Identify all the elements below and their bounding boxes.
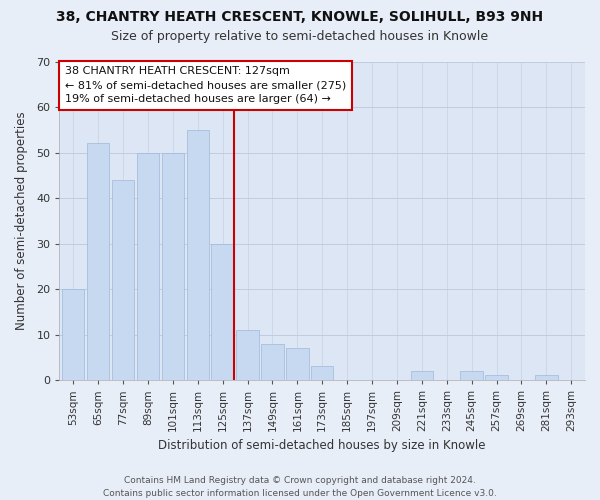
Bar <box>410 371 433 380</box>
Bar <box>62 289 85 380</box>
Bar <box>286 348 308 380</box>
Bar <box>485 376 508 380</box>
Text: Contains HM Land Registry data © Crown copyright and database right 2024.
Contai: Contains HM Land Registry data © Crown c… <box>103 476 497 498</box>
Bar <box>211 244 234 380</box>
Bar <box>535 376 557 380</box>
Text: Size of property relative to semi-detached houses in Knowle: Size of property relative to semi-detach… <box>112 30 488 43</box>
Text: 38, CHANTRY HEATH CRESCENT, KNOWLE, SOLIHULL, B93 9NH: 38, CHANTRY HEATH CRESCENT, KNOWLE, SOLI… <box>56 10 544 24</box>
Bar <box>460 371 483 380</box>
Y-axis label: Number of semi-detached properties: Number of semi-detached properties <box>15 112 28 330</box>
Bar <box>112 180 134 380</box>
Bar <box>311 366 334 380</box>
X-axis label: Distribution of semi-detached houses by size in Knowle: Distribution of semi-detached houses by … <box>158 440 486 452</box>
Bar <box>161 152 184 380</box>
Bar <box>87 144 109 380</box>
Bar <box>137 152 159 380</box>
Bar <box>236 330 259 380</box>
Bar <box>261 344 284 380</box>
Bar <box>187 130 209 380</box>
Text: 38 CHANTRY HEATH CRESCENT: 127sqm
← 81% of semi-detached houses are smaller (275: 38 CHANTRY HEATH CRESCENT: 127sqm ← 81% … <box>65 66 346 104</box>
